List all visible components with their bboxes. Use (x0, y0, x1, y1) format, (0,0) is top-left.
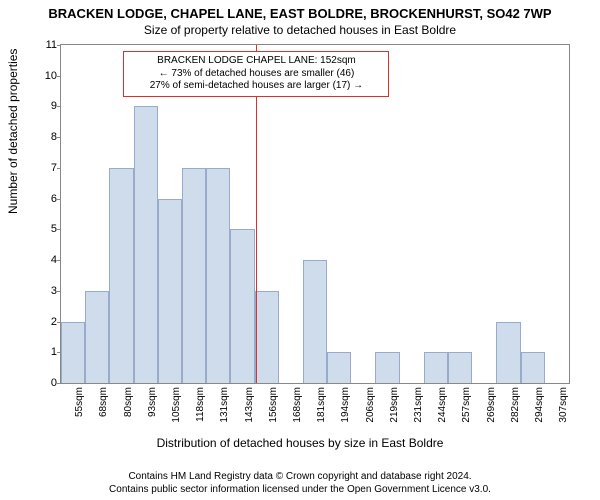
attribution-line1: Contains HM Land Registry data © Crown c… (128, 471, 471, 482)
bar (327, 352, 351, 383)
y-tick-mark (57, 229, 61, 230)
bar (303, 260, 327, 383)
x-tick-label: 105sqm (171, 387, 182, 423)
bar (424, 352, 448, 383)
x-axis-label: Distribution of detached houses by size … (0, 436, 600, 450)
x-tick-label: 307sqm (558, 387, 569, 423)
x-tick-label: 93sqm (147, 387, 158, 417)
bar (206, 168, 230, 383)
bar (134, 106, 158, 383)
chart-title-sub: Size of property relative to detached ho… (0, 21, 600, 37)
y-tick-mark (57, 45, 61, 46)
annotation-line3: 27% of semi-detached houses are larger (… (130, 80, 382, 93)
bar (375, 352, 399, 383)
x-tick-label: 206sqm (365, 387, 376, 423)
x-tick-label: 80sqm (123, 387, 134, 417)
y-tick-mark (57, 199, 61, 200)
bar (230, 229, 254, 383)
x-tick-label: 68sqm (98, 387, 109, 417)
bar (61, 322, 85, 383)
x-tick-label: 131sqm (219, 387, 230, 423)
x-tick-label: 143sqm (244, 387, 255, 423)
y-tick-mark (57, 106, 61, 107)
annotation-box: BRACKEN LODGE CHAPEL LANE: 152sqm← 73% o… (123, 51, 389, 97)
annotation-line1: BRACKEN LODGE CHAPEL LANE: 152sqm (130, 55, 382, 68)
bar (448, 352, 472, 383)
x-tick-label: 194sqm (340, 387, 351, 423)
plot-area: 0123456789101155sqm68sqm80sqm93sqm105sqm… (60, 44, 570, 384)
y-tick-mark (57, 76, 61, 77)
bar (182, 168, 206, 383)
chart-container: BRACKEN LODGE, CHAPEL LANE, EAST BOLDRE,… (0, 0, 600, 500)
x-tick-label: 219sqm (389, 387, 400, 423)
x-tick-label: 257sqm (461, 387, 472, 423)
x-tick-label: 244sqm (437, 387, 448, 423)
y-tick-mark (57, 260, 61, 261)
bar (109, 168, 133, 383)
y-tick-label: 10 (45, 70, 57, 82)
annotation-line2: ← 73% of detached houses are smaller (46… (130, 68, 382, 81)
y-tick-mark (57, 137, 61, 138)
x-tick-label: 294sqm (534, 387, 545, 423)
x-tick-label: 156sqm (268, 387, 279, 423)
attribution-line2: Contains public sector information licen… (109, 484, 491, 495)
y-axis-label: Number of detached properties (6, 49, 20, 214)
bar (496, 322, 520, 383)
x-tick-label: 282sqm (510, 387, 521, 423)
attribution: Contains HM Land Registry data © Crown c… (0, 470, 600, 496)
x-tick-label: 118sqm (195, 387, 206, 422)
y-tick-mark (57, 291, 61, 292)
y-tick-label: 11 (46, 39, 57, 51)
bar (255, 291, 279, 383)
y-tick-mark (57, 383, 61, 384)
chart-title-main: BRACKEN LODGE, CHAPEL LANE, EAST BOLDRE,… (0, 0, 600, 21)
x-tick-label: 181sqm (316, 387, 327, 423)
y-tick-mark (57, 168, 61, 169)
bar (158, 199, 182, 383)
x-tick-label: 168sqm (292, 387, 303, 423)
bar (85, 291, 109, 383)
bar (521, 352, 545, 383)
x-tick-label: 55sqm (74, 387, 85, 417)
x-tick-label: 269sqm (486, 387, 497, 423)
x-tick-label: 231sqm (413, 387, 424, 423)
